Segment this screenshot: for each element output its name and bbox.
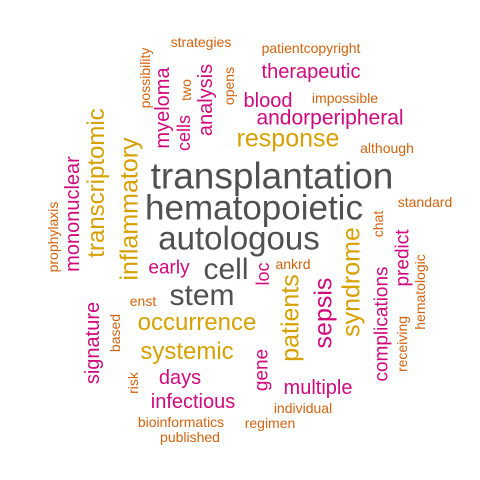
- word-multiple: multiple: [283, 377, 353, 399]
- word-therapeutic: therapeutic: [261, 61, 361, 83]
- word-stem: stem: [169, 279, 235, 312]
- word-based: based: [107, 313, 123, 353]
- word-loc: loc: [253, 262, 273, 286]
- word-cells: cells: [174, 114, 194, 152]
- word-analysis: analysis: [195, 63, 217, 137]
- word-infectious: infectious: [150, 391, 236, 413]
- word-individual: individual: [273, 400, 333, 416]
- word-hematologic: hematologic: [412, 254, 428, 330]
- word-cell: cell: [203, 253, 249, 286]
- word-bioinformatics: bioinformatics: [137, 414, 225, 430]
- word-standard: standard: [397, 194, 453, 210]
- word-myeloma: myeloma: [152, 67, 174, 149]
- word-andorperipheral: andorperipheral: [256, 106, 404, 130]
- word-response: response: [236, 124, 340, 153]
- word-predict: predict: [392, 229, 414, 287]
- word-possibility: possibility: [137, 47, 153, 109]
- word-receiving: receiving: [394, 315, 410, 373]
- word-systemic: systemic: [140, 338, 234, 365]
- word-patientcopyright: patientcopyright: [261, 40, 361, 56]
- word-opens: opens: [221, 66, 237, 106]
- word-signature: signature: [82, 301, 104, 385]
- word-enst: enst: [129, 293, 157, 309]
- word-transcriptomic: transcriptomic: [83, 108, 110, 258]
- word-patients: patients: [276, 274, 305, 362]
- word-strategies: strategies: [170, 34, 232, 50]
- word-autologous: autologous: [158, 219, 320, 257]
- word-two: two: [178, 79, 194, 101]
- word-transplantation: transplantation: [150, 155, 394, 197]
- word-risk: risk: [125, 372, 141, 394]
- word-occurrence: occurrence: [137, 309, 257, 336]
- word-regimen: regimen: [244, 415, 296, 431]
- word-although: although: [360, 140, 414, 156]
- word-ankrd: ankrd: [275, 256, 311, 272]
- word-blood: blood: [243, 90, 293, 112]
- word-mononuclear: mononuclear: [62, 156, 84, 272]
- word-inflammatory: inflammatory: [115, 137, 144, 281]
- word-syndrome: syndrome: [337, 227, 366, 337]
- word-early: early: [148, 257, 190, 279]
- word-published: published: [160, 429, 220, 445]
- word-impossible: impossible: [311, 90, 379, 106]
- word-hematopoietic: hematopoietic: [145, 188, 363, 228]
- word-days: days: [158, 367, 202, 389]
- word-prophylaxis: prophylaxis: [45, 201, 61, 273]
- word-chat: chat: [370, 210, 386, 238]
- word-gene: gene: [251, 348, 273, 392]
- word-sepsis: sepsis: [309, 277, 338, 349]
- word-complications: complications: [371, 266, 393, 382]
